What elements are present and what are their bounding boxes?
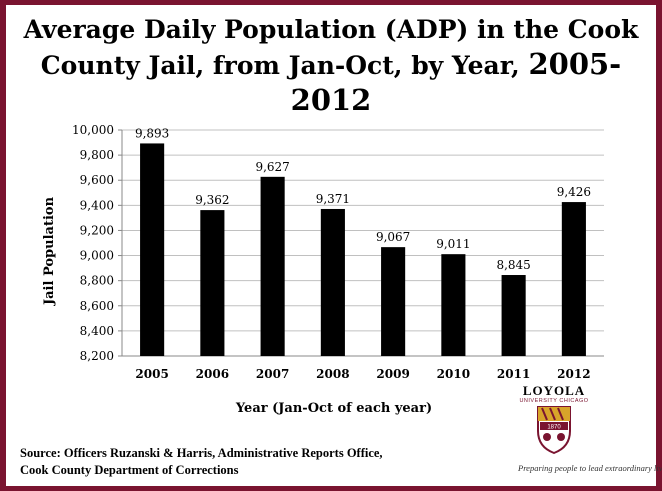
bar-2010 <box>441 254 466 356</box>
logo-subtitle: UNIVERSITY CHICAGO <box>519 398 589 404</box>
title-years: 2005-2012 <box>290 47 622 117</box>
data-label-2010: 9,011 <box>436 237 470 251</box>
x-tick-label-2012: 2012 <box>557 367 590 381</box>
bar-2005 <box>140 143 165 356</box>
x-tick-label-2009: 2009 <box>376 367 409 381</box>
logo-wordmark: LOYOLA <box>522 383 586 398</box>
x-tick-label-2011: 2011 <box>497 367 530 381</box>
x-tick-label-2008: 2008 <box>316 367 349 381</box>
x-tick-label-2010: 2010 <box>437 367 470 381</box>
y-tick-label: 9,600 <box>80 173 114 187</box>
x-tick-label-2007: 2007 <box>256 367 289 381</box>
bar-2008 <box>320 208 345 356</box>
data-label-2012: 9,426 <box>557 185 591 199</box>
data-label-2006: 9,362 <box>195 193 229 207</box>
y-tick-label: 9,200 <box>80 223 114 237</box>
title-line-1: Average Daily Population (ADP) in the Co… <box>23 15 639 44</box>
chart-title: Average Daily Population (ADP) in the Co… <box>6 13 656 119</box>
bar-2012 <box>561 202 586 356</box>
x-tick-label-2005: 2005 <box>135 367 168 381</box>
y-axis-label: Jail Population <box>42 196 57 306</box>
y-tick-label: 8,400 <box>80 324 114 338</box>
data-labels: 9,893 9,362 9,627 9,371 9,067 9,011 8,845 9,426 <box>135 126 591 272</box>
data-label-2008: 9,371 <box>316 192 350 206</box>
data-label-2007: 9,627 <box>255 160 289 174</box>
gridlines <box>122 129 604 357</box>
source-line-1: Source: Officers Ruzanski & Harris, Admi… <box>20 446 383 460</box>
y-tick-label: 9,000 <box>80 249 114 263</box>
slide-frame: Average Daily Population (ADP) in the Co… <box>6 5 662 486</box>
y-tick-label: 8,800 <box>80 274 114 288</box>
loyola-logo: LOYOLA UNIVERSITY CHICAGO 1870 <box>514 381 594 457</box>
data-label-2009: 9,067 <box>376 230 410 244</box>
bar-2006 <box>200 210 225 356</box>
y-tick-label: 8,200 <box>80 349 114 363</box>
bar-2007 <box>260 176 285 356</box>
data-label-2011: 8,845 <box>496 258 530 272</box>
bar-2011 <box>501 275 526 356</box>
data-label-2005: 9,893 <box>135 126 169 140</box>
x-axis-label: Year (Jan-Oct of each year) <box>235 401 432 416</box>
x-tick-label-2006: 2006 <box>196 367 229 381</box>
y-tick-label: 10,000 <box>72 123 114 137</box>
x-axis: 2005 2006 2007 2008 2009 2010 2011 2012 <box>135 367 590 381</box>
bars <box>140 143 586 356</box>
title-line-2: County Jail, from Jan-Oct, by Year, 2005… <box>6 47 656 119</box>
source-note: Source: Officers Ruzanski & Harris, Admi… <box>20 445 383 479</box>
title-line-2-text: County Jail, from Jan-Oct, by Year, <box>40 51 520 80</box>
bar-chart: 8,200 8,400 8,600 8,800 9,000 9,200 9,400 9,600… <box>42 123 604 416</box>
svg-text:1870: 1870 <box>547 425 561 431</box>
source-line-2: Cook County Department of Corrections <box>20 463 239 477</box>
bar-2009 <box>381 247 406 356</box>
y-tick-label: 9,400 <box>80 198 114 212</box>
y-tick-label: 9,800 <box>80 148 114 162</box>
logo-tagline: Preparing people to lead extraordinary l… <box>518 463 662 473</box>
seal-icon: 1870 <box>537 406 571 455</box>
y-tick-label: 8,600 <box>80 299 114 313</box>
